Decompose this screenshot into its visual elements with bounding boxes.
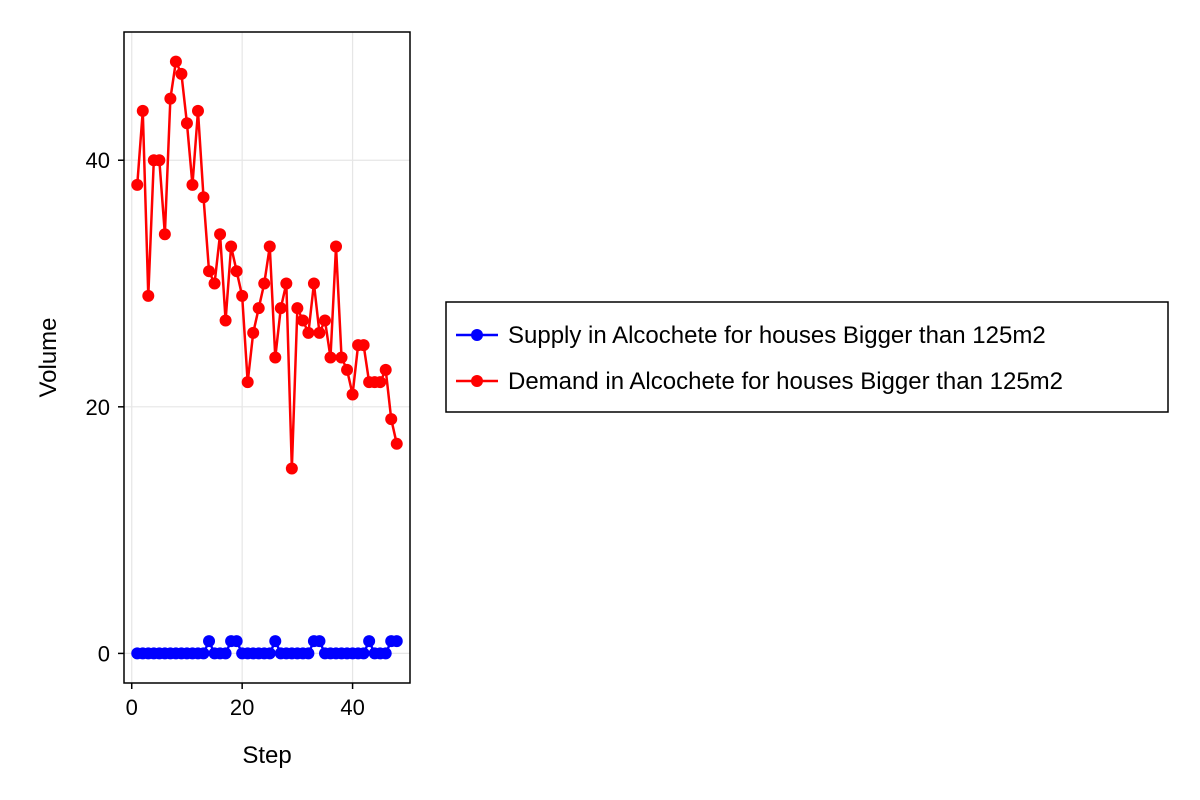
- series-0: [131, 635, 403, 660]
- data-point: [269, 351, 282, 364]
- data-point: [175, 67, 188, 80]
- data-point: [313, 635, 326, 648]
- data-point: [247, 326, 260, 339]
- data-point: [285, 462, 298, 475]
- plot-frame: [123, 31, 411, 684]
- data-point: [374, 376, 387, 389]
- legend-marker: [471, 329, 483, 341]
- series-1: [131, 55, 403, 475]
- legend-label: Supply in Alcochete for houses Bigger th…: [508, 322, 1046, 349]
- data-point: [296, 314, 309, 327]
- data-point: [191, 104, 204, 117]
- data-point: [379, 363, 392, 376]
- data-point: [197, 191, 210, 204]
- data-point: [357, 647, 370, 660]
- data-point: [225, 240, 238, 253]
- data-point: [346, 388, 359, 401]
- data-point: [142, 289, 155, 302]
- y-axis-title: Volume: [35, 317, 62, 397]
- data-point: [379, 647, 392, 660]
- data-point: [313, 326, 326, 339]
- legend-marker: [471, 375, 483, 387]
- series-line: [136, 60, 398, 470]
- data-point: [263, 647, 276, 660]
- data-point: [158, 228, 171, 241]
- data-point: [136, 104, 149, 117]
- data-point: [252, 302, 265, 315]
- x-tick-label: 0: [126, 695, 138, 720]
- data-point: [363, 635, 376, 648]
- data-point: [219, 314, 232, 327]
- data-point: [186, 178, 199, 191]
- data-point: [390, 437, 403, 450]
- data-point: [197, 647, 210, 660]
- data-point: [219, 647, 232, 660]
- data-point: [241, 376, 254, 389]
- data-point: [236, 289, 249, 302]
- data-point: [318, 314, 331, 327]
- data-point: [341, 363, 354, 376]
- data-point: [203, 265, 216, 278]
- data-point: [214, 228, 227, 241]
- data-point: [258, 277, 271, 290]
- legend-label: Demand in Alcochete for houses Bigger th…: [508, 368, 1063, 395]
- data-point: [230, 635, 243, 648]
- legend: Supply in Alcochete for houses Bigger th…: [445, 301, 1169, 413]
- data-point: [307, 277, 320, 290]
- data-point: [302, 647, 315, 660]
- data-point: [330, 240, 343, 253]
- data-point: [302, 326, 315, 339]
- data-point: [169, 55, 182, 68]
- data-point: [131, 178, 144, 191]
- data-point: [164, 92, 177, 105]
- data-point: [230, 265, 243, 278]
- y-tick-label: 0: [98, 641, 110, 666]
- legend-box: [445, 301, 1169, 413]
- data-point: [203, 635, 216, 648]
- data-point: [335, 351, 348, 364]
- data-point: [280, 277, 293, 290]
- axis-ticks: 0 20 40 0 20 40: [86, 148, 365, 720]
- data-point: [180, 117, 193, 130]
- x-tick-label: 20: [230, 695, 254, 720]
- series-layer: [131, 55, 403, 660]
- grid-lines: [124, 32, 410, 683]
- data-point: [208, 277, 221, 290]
- data-point: [269, 635, 282, 648]
- y-tick-label: 40: [86, 148, 110, 173]
- data-point: [357, 339, 370, 352]
- data-point: [274, 302, 287, 315]
- data-point: [153, 154, 166, 167]
- data-point: [390, 635, 403, 648]
- x-axis-title: Step: [242, 742, 291, 769]
- x-tick-label: 40: [340, 695, 364, 720]
- data-point: [324, 351, 337, 364]
- data-point: [385, 413, 398, 426]
- data-point: [291, 302, 304, 315]
- data-point: [263, 240, 276, 253]
- y-tick-label: 20: [86, 395, 110, 420]
